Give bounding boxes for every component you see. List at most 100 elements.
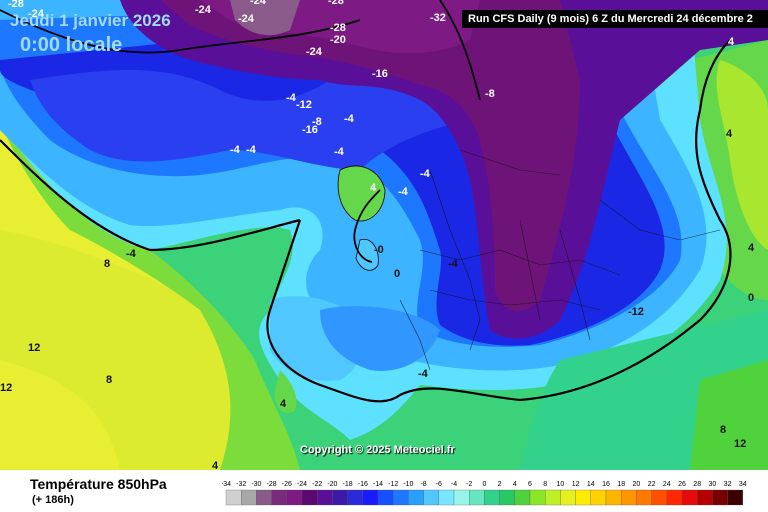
- legend-color-swatch: [651, 489, 667, 506]
- isotherm-label: -4: [126, 248, 136, 260]
- legend-tick-label: -28: [267, 481, 277, 488]
- legend-color-swatch: [393, 489, 409, 506]
- isotherm-label: 12: [734, 438, 747, 450]
- run-info: Run CFS Daily (9 mois) 6 Z du Mercredi 2…: [462, 10, 768, 28]
- legend-tick-label: 20: [633, 481, 641, 488]
- isotherm-label: -28: [328, 0, 344, 7]
- isotherm-label: -4: [344, 113, 354, 125]
- legend-color-swatch: [317, 489, 333, 506]
- isotherm-label: -24: [28, 8, 44, 20]
- copyright-text: Copyright © 2025 Meteociel.fr: [300, 444, 455, 456]
- lead-time: (+ 186h): [32, 494, 74, 506]
- legend-color-swatch: [727, 489, 743, 506]
- legend-tick-label: 16: [602, 481, 610, 488]
- legend-tick-label: -26: [282, 481, 292, 488]
- isotherm-label: -24: [306, 46, 322, 58]
- legend-tick-label: -24: [297, 481, 307, 488]
- isotherm-label: 12: [28, 342, 41, 354]
- legend-color-swatch: [621, 489, 637, 506]
- isotherm-label: 4: [370, 182, 377, 194]
- legend-color-swatch: [271, 489, 287, 506]
- legend-tick-label: 6: [528, 481, 532, 488]
- isotherm-label: -4: [418, 368, 428, 380]
- legend-tick-label: -12: [388, 481, 398, 488]
- legend-color-swatch: [590, 489, 607, 506]
- legend-tick-label: -22: [312, 481, 322, 488]
- isotherm-label: -28: [8, 0, 24, 10]
- legend-tick-label: -34: [222, 481, 231, 488]
- legend-color-swatch: [666, 489, 683, 506]
- legend-tick-label: 22: [648, 481, 656, 488]
- isotherm-label: 8: [104, 258, 111, 270]
- legend-tick-label: 4: [513, 481, 517, 488]
- legend-tick-label: -2: [466, 481, 472, 488]
- isotherm-label: 8: [720, 424, 727, 436]
- legend-color-swatch: [301, 489, 318, 506]
- legend-tick-label: 28: [693, 481, 701, 488]
- color-scale-legend: -34-32-30-28-26-24-22-20-18-16-14-12-10-…: [222, 481, 747, 506]
- temperature-map: [0, 0, 768, 470]
- legend-tick-label: 30: [709, 481, 717, 488]
- legend-color-swatch: [499, 489, 515, 506]
- legend-tick-label: -6: [436, 481, 442, 488]
- isotherm-label: -16: [372, 68, 388, 80]
- isotherm-label: -28: [330, 22, 346, 34]
- isotherm-label: 4: [748, 242, 755, 254]
- legend-tick-label: 24: [663, 481, 671, 488]
- legend-color-swatch: [681, 489, 698, 506]
- legend-color-swatch: [241, 489, 257, 506]
- legend-color-swatch: [514, 489, 531, 506]
- legend-color-swatch: [347, 489, 363, 506]
- isotherm-label: -16: [302, 124, 318, 136]
- isotherm-label: -32: [430, 12, 446, 24]
- legend-tick-label: -14: [373, 481, 383, 488]
- legend-color-swatch: [469, 489, 485, 506]
- legend-color-swatch: [575, 489, 591, 506]
- isotherm-label: -24: [238, 13, 254, 25]
- legend-color-swatch: [377, 489, 394, 506]
- isotherm-label: -12: [296, 99, 312, 111]
- legend-color-swatch: [636, 489, 652, 506]
- forecast-time: 0:00 locale: [20, 34, 123, 56]
- legend-color-swatch: [225, 489, 242, 506]
- isotherm-label: -4: [246, 144, 256, 156]
- legend-tick-label: -16: [358, 481, 368, 488]
- legend-tick-label: -8: [420, 481, 426, 488]
- isotherm-label: -0: [374, 244, 384, 256]
- legend-color-swatch: [362, 489, 379, 506]
- isotherm-label: -4: [334, 146, 344, 158]
- isotherm-label: -8: [312, 116, 322, 128]
- legend-color-swatch: [423, 489, 439, 506]
- isotherm-label: -4: [448, 258, 458, 270]
- legend-color-swatch: [697, 489, 713, 506]
- legend-tick-label: -30: [251, 481, 261, 488]
- legend-color-swatch: [286, 489, 303, 506]
- legend-tick-label: 10: [557, 481, 565, 488]
- isotherm-label: -8: [485, 88, 495, 100]
- legend-tick-label: -10: [403, 481, 413, 488]
- legend-color-swatch: [408, 489, 424, 506]
- legend-tick-label: 8: [543, 481, 547, 488]
- forecast-date: Jeudi 1 janvier 2026: [10, 11, 171, 30]
- legend-color-swatch: [545, 489, 561, 506]
- legend-tick-label: -20: [327, 481, 337, 488]
- isotherm-label: -12: [628, 306, 644, 318]
- legend-tick-label: -18: [343, 481, 353, 488]
- legend-color-swatch: [484, 489, 500, 506]
- legend-color-swatch: [605, 489, 622, 506]
- legend-tick-label: 12: [572, 481, 580, 488]
- legend-tick-label: 32: [724, 481, 732, 488]
- isotherm-label: 4: [280, 398, 287, 410]
- isotherm-label: -24: [250, 0, 266, 7]
- isotherm-label: 0: [748, 292, 755, 304]
- legend-tick-label: 0: [482, 481, 486, 488]
- isotherm-label: -4: [286, 92, 296, 104]
- isotherm-label: 4: [726, 128, 733, 140]
- isotherm-label: 12: [0, 382, 13, 394]
- legend-color-swatch: [560, 489, 576, 506]
- legend-color-swatch: [529, 489, 546, 506]
- isotherm-label: -4: [420, 168, 430, 180]
- legend-tick-label: -4: [451, 481, 457, 488]
- legend-tick-label: 34: [739, 481, 747, 488]
